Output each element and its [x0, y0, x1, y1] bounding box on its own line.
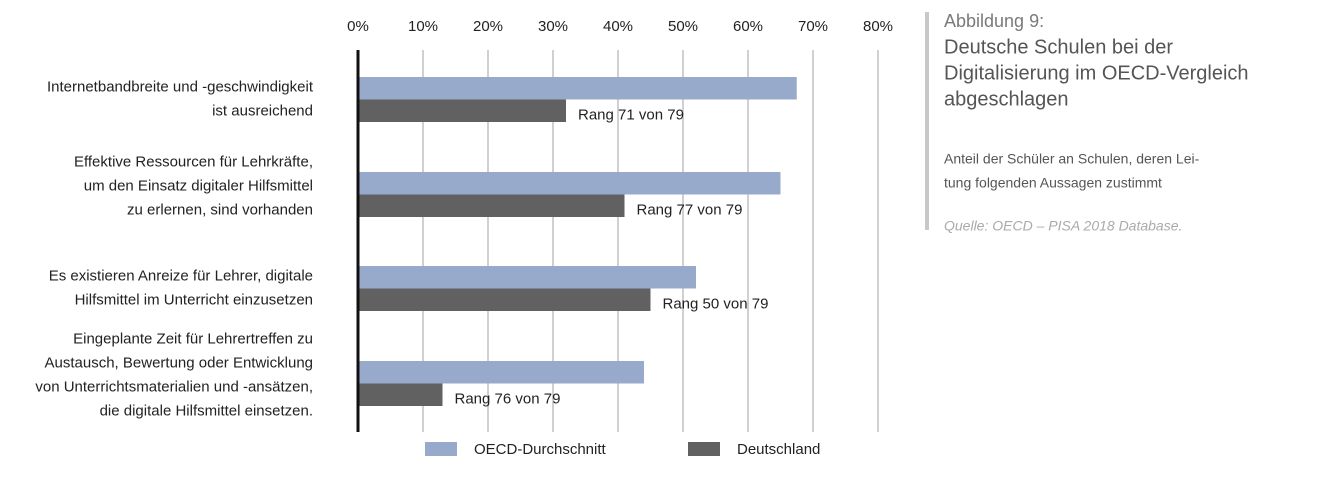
rank-label: Rang 71 von 79 [578, 107, 684, 124]
category-label: Hilfsmittel im Unterricht einzusetzen [75, 291, 313, 308]
legend-label: Deutschland [737, 441, 820, 458]
x-tick-label: 80% [863, 18, 893, 35]
x-tick-label: 10% [408, 18, 438, 35]
category-label: von Unterrichtsmaterialien und -ansätzen… [35, 378, 313, 395]
category-label: Austausch, Bewertung oder Entwicklung [45, 354, 313, 371]
source: Quelle: OECD – PISA 2018 Database. [944, 218, 1182, 234]
bar [358, 194, 625, 217]
category-label: zu erlernen, sind vorhanden [127, 201, 313, 218]
bar [358, 266, 696, 289]
category-label: ist ausreichend [212, 102, 313, 119]
rank-label: Rang 76 von 79 [455, 391, 561, 408]
category-label: um den Einsatz digitaler Hilfsmittel [84, 177, 313, 194]
category-label: die digitale Hilfsmittel einsetzen. [100, 402, 313, 419]
legend-swatch [425, 442, 457, 456]
chart-title: abgeschlagen [944, 88, 1069, 110]
x-tick-label: 70% [798, 18, 828, 35]
x-tick-label: 60% [733, 18, 763, 35]
panel-bar [925, 12, 929, 230]
x-tick-label: 30% [538, 18, 568, 35]
bar [358, 99, 566, 122]
figure-label: Abbildung 9: [944, 11, 1044, 31]
subtitle: Anteil der Schüler an Schulen, deren Lei… [944, 151, 1200, 167]
category-label: Es existieren Anreize für Lehrer, digita… [49, 267, 313, 284]
bar [358, 383, 443, 406]
bar [358, 172, 781, 195]
rank-label: Rang 77 von 79 [637, 202, 743, 219]
x-tick-label: 50% [668, 18, 698, 35]
category-label: Effektive Ressourcen für Lehrkräfte, [74, 153, 313, 170]
rank-label: Rang 50 von 79 [663, 296, 769, 313]
x-tick-label: 40% [603, 18, 633, 35]
category-label: Eingeplante Zeit für Lehrertreffen zu [73, 330, 313, 347]
x-tick-label: 0% [347, 18, 369, 35]
legend-swatch [688, 442, 720, 456]
chart-title: Deutsche Schulen bei der [944, 36, 1173, 58]
bar [358, 361, 644, 384]
category-label: Internetbandbreite und -geschwindigkeit [47, 78, 314, 95]
bar [358, 77, 797, 100]
x-tick-label: 20% [473, 18, 503, 35]
chart-title: Digitalisierung im OECD-Vergleich [944, 62, 1249, 84]
bar [358, 288, 651, 311]
legend-label: OECD-Durchschnitt [474, 441, 607, 458]
subtitle: tung folgenden Aussagen zustimmt [944, 175, 1162, 191]
